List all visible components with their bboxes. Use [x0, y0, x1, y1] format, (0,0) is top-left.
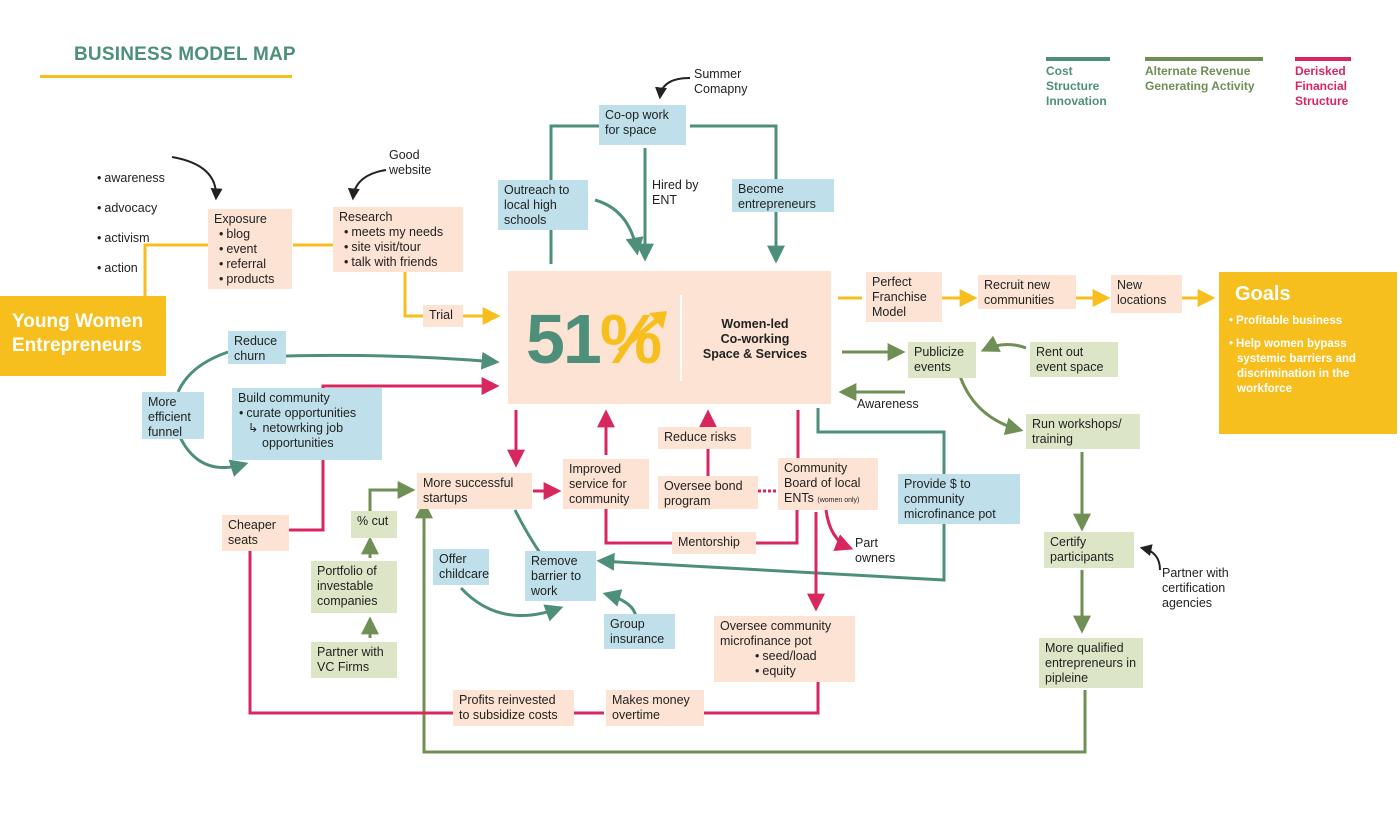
center-number: 51: [526, 300, 602, 378]
growth-arrow-icon: [617, 311, 667, 353]
node-young-women-entrepreneurs: Young Women Entrepreneurs: [0, 296, 166, 376]
node-exposure-title: Exposure: [214, 212, 267, 226]
node-build-community-sub: ↳ netowrking job opportunities: [238, 421, 376, 451]
legend-alternate-revenue: Alternate Revenue Generating Activity: [1145, 64, 1255, 93]
list-item: meets my needs: [351, 225, 457, 240]
list-item: Help women bypass systemic barriers and …: [1236, 337, 1383, 397]
node-center-51-percent: 51% Women-led Co-working Space & Service…: [508, 271, 831, 404]
center-divider: [680, 295, 682, 381]
list-item: awareness: [104, 171, 164, 186]
legend-bar-derisked: [1295, 57, 1351, 61]
node-community-board-text: Community Board of local ENTs: [784, 461, 861, 505]
label-hired-by-ent: Hired by ENT: [652, 178, 699, 207]
list-item: talk with friends: [351, 255, 457, 270]
node-reduce-risks: Reduce risks: [658, 427, 751, 449]
node-research: Research meets my needs site visit/tour …: [333, 207, 463, 272]
node-build-community: Build community curate opportunities ↳ne…: [232, 388, 382, 460]
list-item: blog: [226, 227, 286, 242]
list-item: activism: [104, 231, 165, 246]
list-item: products: [226, 272, 286, 287]
list-item: Profitable business: [1236, 314, 1383, 329]
list-item: site visit/tour: [351, 240, 457, 255]
node-coop-work: Co-op work for space: [599, 105, 686, 145]
node-exposure: Exposure blog event referral products: [208, 209, 292, 289]
center-description: Women-led Co-working Space & Services: [702, 317, 808, 361]
node-community-board-note: (women only): [817, 497, 860, 504]
node-partner-vc: Partner with VC Firms: [311, 642, 397, 678]
legend-cost-structure: Cost Structure Innovation: [1046, 64, 1107, 108]
list-item: event: [226, 242, 286, 257]
node-more-efficient-funnel: More efficient funnel: [142, 392, 204, 439]
node-build-community-sub-text: netowrking job opportunities: [262, 421, 344, 450]
title-underline: [40, 75, 292, 78]
goals-title: Goals: [1235, 283, 1291, 305]
node-goals: Goals Profitable business Help women byp…: [1219, 272, 1397, 434]
node-community-board: Community Board of local ENTs (women onl…: [778, 458, 878, 510]
node-outreach: Outreach to local high schools: [498, 180, 588, 230]
legend-derisked-financial: Derisked Financial Structure: [1295, 64, 1349, 108]
node-portfolio: Portfolio of investable companies: [311, 561, 397, 613]
node-cheaper-seats: Cheaper seats: [222, 515, 289, 551]
node-oversee-bond: Oversee bond program: [658, 476, 758, 509]
list-item: advocacy: [104, 201, 165, 216]
page-title: BUSINESS MODEL MAP: [74, 44, 296, 65]
node-improved-service: Improved service for community: [563, 459, 649, 509]
node-reduce-churn: Reduce churn: [228, 331, 286, 364]
node-recruit-communities: Recruit new communities: [978, 275, 1076, 309]
label-good-website: Good website: [389, 148, 432, 177]
list-item: referral: [226, 257, 286, 272]
list-item: curate opportunities: [246, 406, 376, 421]
awareness-list: awareness advocacy activism action: [92, 141, 165, 306]
node-more-qualified: More qualified entrepreneurs in pipleine: [1039, 638, 1143, 688]
node-mentorship: Mentorship: [672, 532, 756, 554]
node-provide-money: Provide $ to community microfinance pot: [898, 474, 1020, 524]
node-trial: Trial: [423, 305, 463, 327]
sub-arrow-icon: ↳: [248, 421, 259, 435]
label-awareness: Awareness: [857, 397, 919, 411]
label-partner-certification: Partner with certification agencies: [1162, 566, 1229, 610]
list-item: equity: [762, 664, 849, 679]
node-remove-barrier: Remove barrier to work: [525, 551, 596, 601]
node-oversee-microfinance: Oversee community microfinance pot seed/…: [714, 616, 855, 682]
node-group-insurance: Group insurance: [604, 614, 675, 649]
label-part-owners: Part owners: [855, 536, 896, 565]
node-oversee-microfinance-title: Oversee community microfinance pot: [720, 619, 832, 648]
list-item: action: [104, 261, 165, 276]
node-become-entrepreneurs: Become entrepreneurs: [732, 179, 834, 212]
label-summer-company: Summer Comapny: [694, 67, 748, 96]
legend-bar-revenue: [1145, 57, 1263, 61]
node-profits-reinvested: Profits reinvested to subsidize costs: [453, 690, 574, 726]
node-run-workshops: Run workshops/ training: [1026, 414, 1140, 449]
node-perfect-franchise: Perfect Franchise Model: [866, 272, 942, 322]
list-item: seed/load: [762, 649, 849, 664]
node-offer-childcare: Offer childcare: [433, 549, 489, 585]
node-rent-out-space: Rent out event space: [1030, 342, 1118, 377]
node-pct-cut: % cut: [351, 511, 397, 538]
node-build-community-title: Build community: [238, 391, 330, 405]
node-new-locations: New locations: [1111, 275, 1182, 313]
node-makes-money: Makes money overtime: [606, 690, 704, 726]
legend-bar-cost: [1046, 57, 1110, 61]
node-certify: Certify participants: [1044, 532, 1134, 568]
node-publicize-events: Publicize events: [908, 342, 976, 378]
node-research-title: Research: [339, 210, 393, 224]
node-more-successful-startups: More successful startups: [417, 473, 532, 509]
